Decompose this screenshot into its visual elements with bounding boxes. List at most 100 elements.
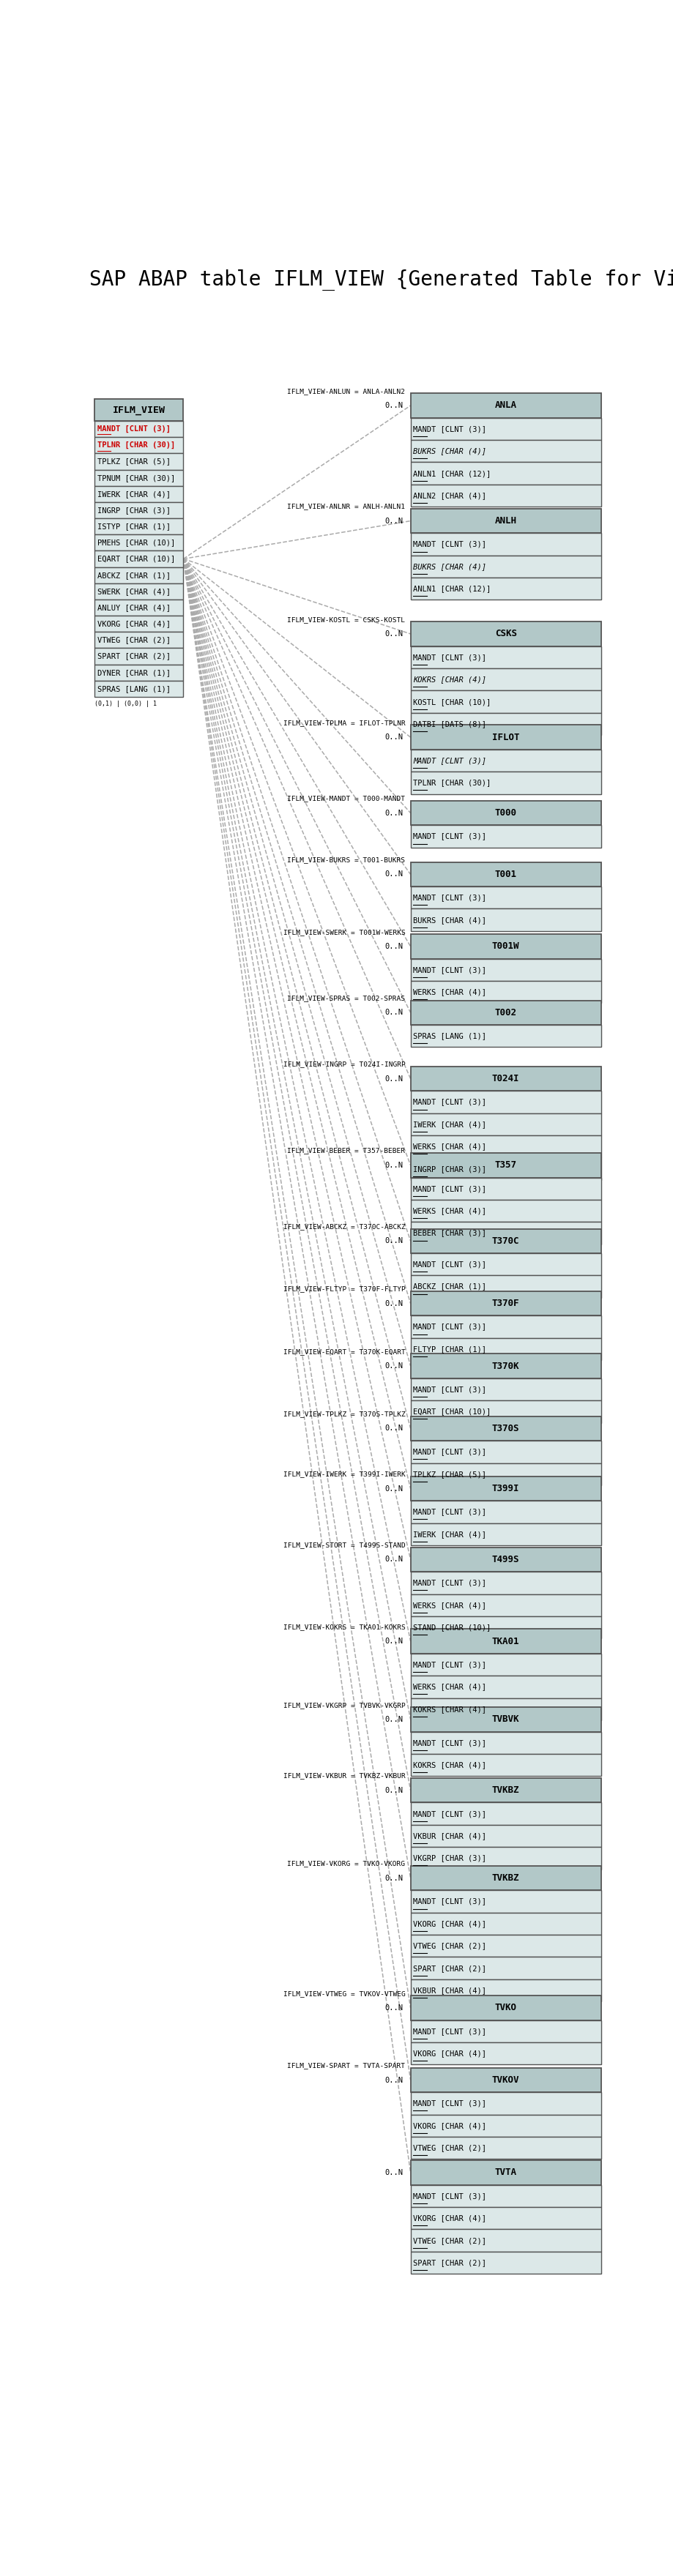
Text: TPLNR [CHAR (30)]: TPLNR [CHAR (30)]	[413, 778, 491, 786]
Text: VTWEG [CHAR (2)]: VTWEG [CHAR (2)]	[413, 1942, 486, 1950]
Text: VTWEG [CHAR (2)]: VTWEG [CHAR (2)]	[97, 636, 170, 644]
FancyBboxPatch shape	[410, 2069, 600, 2092]
Text: WERKS [CHAR (4)]: WERKS [CHAR (4)]	[413, 1682, 486, 1690]
Text: MANDT [CLNT (3)]: MANDT [CLNT (3)]	[413, 1448, 486, 1455]
Text: T002: T002	[495, 1007, 516, 1018]
FancyBboxPatch shape	[410, 647, 600, 667]
Text: ANLN1 [CHAR (12)]: ANLN1 [CHAR (12)]	[413, 585, 491, 592]
Text: IWERK [CHAR (4)]: IWERK [CHAR (4)]	[97, 489, 170, 497]
Text: 0..N: 0..N	[384, 1788, 402, 1793]
Text: IFLM_VIEW-VKGRP = TVBVK-VKGRP: IFLM_VIEW-VKGRP = TVBVK-VKGRP	[283, 1703, 405, 1708]
FancyBboxPatch shape	[410, 1378, 600, 1401]
FancyBboxPatch shape	[94, 469, 183, 487]
FancyBboxPatch shape	[410, 999, 600, 1025]
FancyBboxPatch shape	[94, 551, 183, 567]
Text: SPART [CHAR (2)]: SPART [CHAR (2)]	[413, 2259, 486, 2267]
Text: 0..N: 0..N	[384, 1638, 402, 1646]
FancyBboxPatch shape	[410, 394, 600, 417]
FancyBboxPatch shape	[410, 507, 600, 533]
FancyBboxPatch shape	[410, 909, 600, 930]
FancyBboxPatch shape	[410, 750, 600, 773]
FancyBboxPatch shape	[410, 1708, 600, 1731]
Text: 0..N: 0..N	[384, 1875, 402, 1883]
Text: KOKRS [CHAR (4)]: KOKRS [CHAR (4)]	[413, 675, 486, 683]
Text: TVBVK: TVBVK	[491, 1716, 519, 1723]
FancyBboxPatch shape	[410, 1113, 600, 1136]
FancyBboxPatch shape	[410, 714, 600, 734]
Text: MANDT [CLNT (3)]: MANDT [CLNT (3)]	[413, 1899, 486, 1906]
FancyBboxPatch shape	[410, 2208, 600, 2228]
Text: IFLM_VIEW-BUKRS = T001-BUKRS: IFLM_VIEW-BUKRS = T001-BUKRS	[287, 858, 405, 863]
FancyBboxPatch shape	[94, 399, 183, 420]
FancyBboxPatch shape	[410, 1615, 600, 1638]
Text: 0..N: 0..N	[384, 1425, 402, 1432]
Text: IFLM_VIEW-KOKRS = TKA01-KOKRS: IFLM_VIEW-KOKRS = TKA01-KOKRS	[283, 1623, 405, 1631]
Text: MANDT [CLNT (3)]: MANDT [CLNT (3)]	[413, 1260, 486, 1267]
FancyBboxPatch shape	[410, 1090, 600, 1113]
Text: VKBUR [CHAR (4)]: VKBUR [CHAR (4)]	[413, 1986, 486, 1994]
Text: T001W: T001W	[491, 943, 519, 951]
Text: VKORG [CHAR (4)]: VKORG [CHAR (4)]	[413, 2215, 486, 2223]
Text: ABCKZ [CHAR (1)]: ABCKZ [CHAR (1)]	[413, 1283, 486, 1291]
Text: MANDT [CLNT (3)]: MANDT [CLNT (3)]	[413, 1510, 486, 1515]
Text: MANDT [CLNT (3)]: MANDT [CLNT (3)]	[413, 2027, 486, 2035]
FancyBboxPatch shape	[410, 1025, 600, 1046]
Text: SPRAS [LANG (1)]: SPRAS [LANG (1)]	[97, 685, 170, 693]
Text: INGRP [CHAR (3)]: INGRP [CHAR (3)]	[413, 1164, 486, 1172]
Text: IFLM_VIEW-SPART = TVTA-SPART: IFLM_VIEW-SPART = TVTA-SPART	[287, 2063, 405, 2069]
FancyBboxPatch shape	[410, 1291, 600, 1316]
Text: KOKRS [CHAR (4)]: KOKRS [CHAR (4)]	[413, 1705, 486, 1713]
FancyBboxPatch shape	[94, 487, 183, 502]
FancyBboxPatch shape	[410, 1177, 600, 1200]
FancyBboxPatch shape	[410, 1958, 600, 1978]
FancyBboxPatch shape	[410, 724, 600, 750]
Text: T399I: T399I	[491, 1484, 519, 1494]
Text: WERKS [CHAR (4)]: WERKS [CHAR (4)]	[413, 989, 486, 997]
FancyBboxPatch shape	[410, 667, 600, 690]
FancyBboxPatch shape	[94, 502, 183, 518]
FancyBboxPatch shape	[410, 1935, 600, 1958]
Text: MANDT [CLNT (3)]: MANDT [CLNT (3)]	[413, 654, 486, 662]
Text: VKORG [CHAR (4)]: VKORG [CHAR (4)]	[97, 621, 170, 629]
FancyBboxPatch shape	[410, 2184, 600, 2208]
Text: MANDT [CLNT (3)]: MANDT [CLNT (3)]	[413, 425, 486, 433]
Text: ANLN1 [CHAR (12)]: ANLN1 [CHAR (12)]	[413, 469, 491, 477]
Text: IFLM_VIEW-INGRP = T024I-INGRP: IFLM_VIEW-INGRP = T024I-INGRP	[283, 1061, 405, 1066]
FancyBboxPatch shape	[94, 600, 183, 616]
Text: 0..N: 0..N	[384, 809, 402, 817]
FancyBboxPatch shape	[410, 935, 600, 958]
FancyBboxPatch shape	[94, 518, 183, 536]
FancyBboxPatch shape	[94, 420, 183, 438]
Text: SPART [CHAR (2)]: SPART [CHAR (2)]	[97, 652, 170, 659]
FancyBboxPatch shape	[410, 1654, 600, 1677]
FancyBboxPatch shape	[410, 690, 600, 714]
FancyBboxPatch shape	[410, 1417, 600, 1440]
FancyBboxPatch shape	[410, 1440, 600, 1463]
Text: 0..N: 0..N	[384, 631, 402, 639]
Text: MANDT [CLNT (3)]: MANDT [CLNT (3)]	[413, 1739, 486, 1747]
FancyBboxPatch shape	[410, 886, 600, 909]
FancyBboxPatch shape	[410, 577, 600, 600]
Text: 0..N: 0..N	[384, 871, 402, 878]
Text: SPRAS [LANG (1)]: SPRAS [LANG (1)]	[413, 1033, 486, 1041]
FancyBboxPatch shape	[410, 2092, 600, 2115]
Text: IFLM_VIEW-ABCKZ = T370C-ABCKZ: IFLM_VIEW-ABCKZ = T370C-ABCKZ	[283, 1224, 405, 1229]
Text: SAP ABAP table IFLM_VIEW {Generated Table for View}: SAP ABAP table IFLM_VIEW {Generated Tabl…	[90, 270, 673, 291]
Text: IFLM_VIEW-STORT = T499S-STAND: IFLM_VIEW-STORT = T499S-STAND	[283, 1543, 405, 1548]
Text: T370K: T370K	[491, 1360, 519, 1370]
Text: TVKO: TVKO	[495, 2004, 516, 2012]
Text: MANDT [CLNT (3)]: MANDT [CLNT (3)]	[413, 894, 486, 902]
FancyBboxPatch shape	[410, 1777, 600, 1803]
FancyBboxPatch shape	[410, 1978, 600, 2002]
Text: TVKBZ: TVKBZ	[491, 1873, 519, 1883]
Text: T001: T001	[495, 871, 516, 878]
Text: MANDT [CLNT (3)]: MANDT [CLNT (3)]	[413, 966, 486, 974]
Text: T370S: T370S	[491, 1425, 519, 1432]
FancyBboxPatch shape	[410, 981, 600, 1002]
Text: ANLH: ANLH	[495, 515, 516, 526]
Text: STAND [CHAR (10)]: STAND [CHAR (10)]	[413, 1623, 491, 1631]
Text: IFLM_VIEW-BEBER = T357-BEBER: IFLM_VIEW-BEBER = T357-BEBER	[287, 1146, 405, 1154]
Text: FLTYP [CHAR (1)]: FLTYP [CHAR (1)]	[413, 1345, 486, 1352]
FancyBboxPatch shape	[410, 1595, 600, 1615]
Text: KOSTL [CHAR (10)]: KOSTL [CHAR (10)]	[413, 698, 491, 706]
